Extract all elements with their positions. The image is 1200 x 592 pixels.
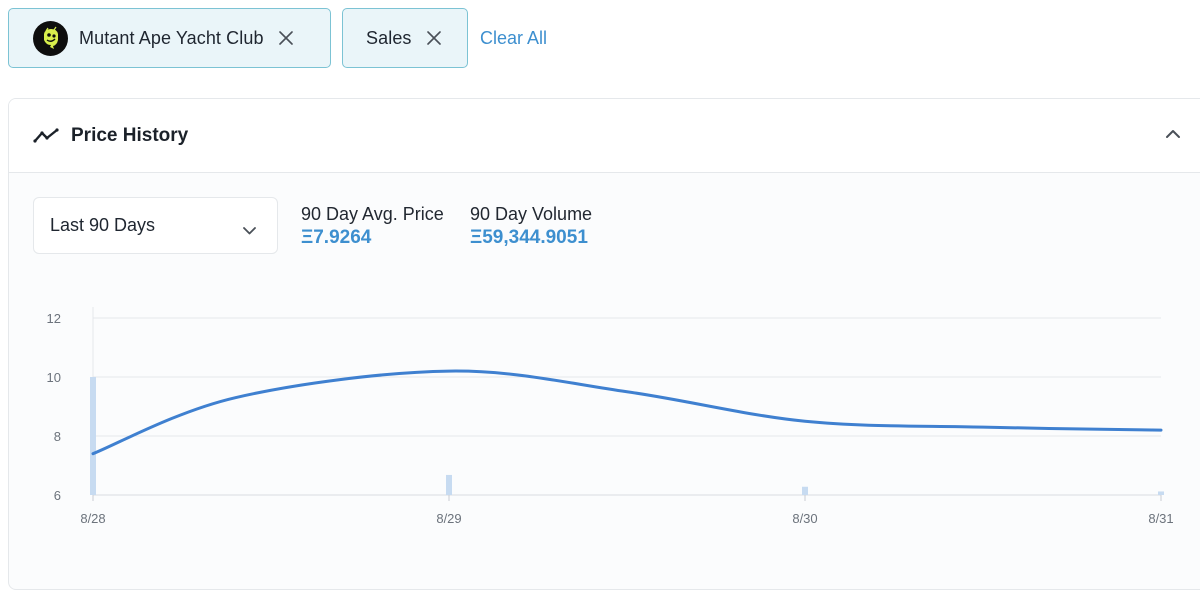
- y-tick-label: 8: [54, 429, 61, 444]
- collection-filter-label: Mutant Ape Yacht Club: [79, 27, 264, 48]
- volume-value: Ξ59,344.9051: [470, 227, 588, 248]
- trend-line-icon: [33, 127, 59, 144]
- price-history-title: Price History: [71, 124, 189, 146]
- avg-price-value: Ξ7.9264: [301, 227, 372, 248]
- chevron-up-icon[interactable]: [1165, 127, 1181, 139]
- chevron-down-icon: [242, 220, 257, 235]
- event-filter-label: Sales: [366, 27, 412, 48]
- avg-price-label: 90 Day Avg. Price: [301, 204, 444, 224]
- y-tick-label: 6: [54, 488, 61, 503]
- y-axis-ticks: 6 8 10 12: [47, 311, 61, 503]
- collection-filter-chip[interactable]: Mutant Ape Yacht Club: [8, 8, 331, 68]
- x-tick-label: 8/29: [436, 511, 461, 526]
- volume-bar[interactable]: [802, 486, 808, 495]
- avg-price-stat: 90 Day Avg. Price Ξ7.9264: [301, 203, 444, 251]
- volume-bar[interactable]: [446, 474, 452, 495]
- price-series-line[interactable]: [91, 369, 1163, 456]
- x-tick-label: 8/31: [1148, 511, 1173, 526]
- period-select-value: Last 90 Days: [50, 215, 156, 235]
- x-tick-label: 8/30: [792, 511, 817, 526]
- volume-bar[interactable]: [90, 377, 96, 495]
- x-axis-ticks: 8/28 8/29 8/30 8/31: [80, 495, 1174, 526]
- x-tick-label: 8/28: [80, 511, 105, 526]
- y-tick-label: 12: [47, 311, 61, 326]
- volume-bar[interactable]: [1158, 491, 1164, 495]
- volume-stat: 90 Day Volume Ξ59,344.9051: [470, 203, 592, 251]
- y-tick-label: 10: [47, 370, 61, 385]
- filter-bar: Mutant Ape Yacht Club Sales Clear All: [8, 7, 547, 69]
- price-history-panel: Price History Last 90 Days 90 Day Avg. P…: [8, 98, 1200, 590]
- price-history-chart[interactable]: 6 8 10 12 8/28 8/29 8/30 8/31: [9, 99, 1200, 590]
- volume-bars: [90, 377, 1164, 495]
- chart-gridlines: [92, 307, 1161, 496]
- mutant-ape-avatar-icon: [33, 20, 68, 56]
- event-filter-chip[interactable]: Sales: [342, 8, 468, 68]
- price-history-header[interactable]: Price History: [9, 99, 1200, 173]
- close-icon[interactable]: [278, 30, 294, 46]
- clear-all-button[interactable]: Clear All: [480, 27, 548, 48]
- close-icon[interactable]: [426, 30, 442, 46]
- period-select[interactable]: Last 90 Days: [33, 197, 278, 254]
- price-line: [91, 369, 1163, 456]
- volume-label: 90 Day Volume: [470, 204, 593, 224]
